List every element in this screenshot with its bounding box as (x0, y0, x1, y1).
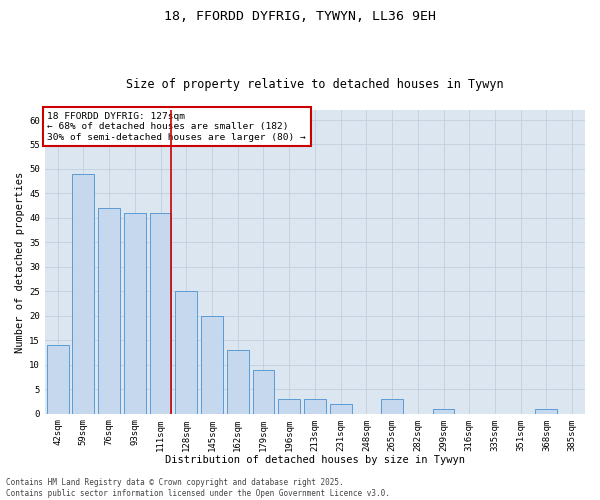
Bar (98, 208, 120, 414)
Y-axis label: Number of detached properties: Number of detached properties (15, 172, 25, 352)
Text: Contains HM Land Registry data © Crown copyright and database right 2025.
Contai: Contains HM Land Registry data © Crown c… (6, 478, 390, 498)
Bar (535, 409, 557, 414)
Bar (73, 174, 94, 414)
Bar (201, 316, 223, 414)
Bar (381, 399, 403, 413)
Bar (124, 213, 146, 414)
Text: 18 FFORDD DYFRIG: 127sqm
← 68% of detached houses are smaller (182)
30% of semi-: 18 FFORDD DYFRIG: 127sqm ← 68% of detach… (47, 112, 306, 142)
Text: 18, FFORDD DYFRIG, TYWYN, LL36 9EH: 18, FFORDD DYFRIG, TYWYN, LL36 9EH (164, 10, 436, 23)
Bar (304, 399, 326, 413)
Bar (433, 409, 454, 414)
Bar (175, 292, 197, 414)
Bar (47, 345, 68, 414)
Title: Size of property relative to detached houses in Tywyn: Size of property relative to detached ho… (126, 78, 504, 91)
X-axis label: Distribution of detached houses by size in Tywyn: Distribution of detached houses by size … (165, 455, 465, 465)
Bar (253, 370, 274, 414)
Bar (149, 213, 172, 414)
Bar (278, 399, 300, 413)
Bar (329, 404, 352, 413)
Bar (227, 350, 248, 414)
